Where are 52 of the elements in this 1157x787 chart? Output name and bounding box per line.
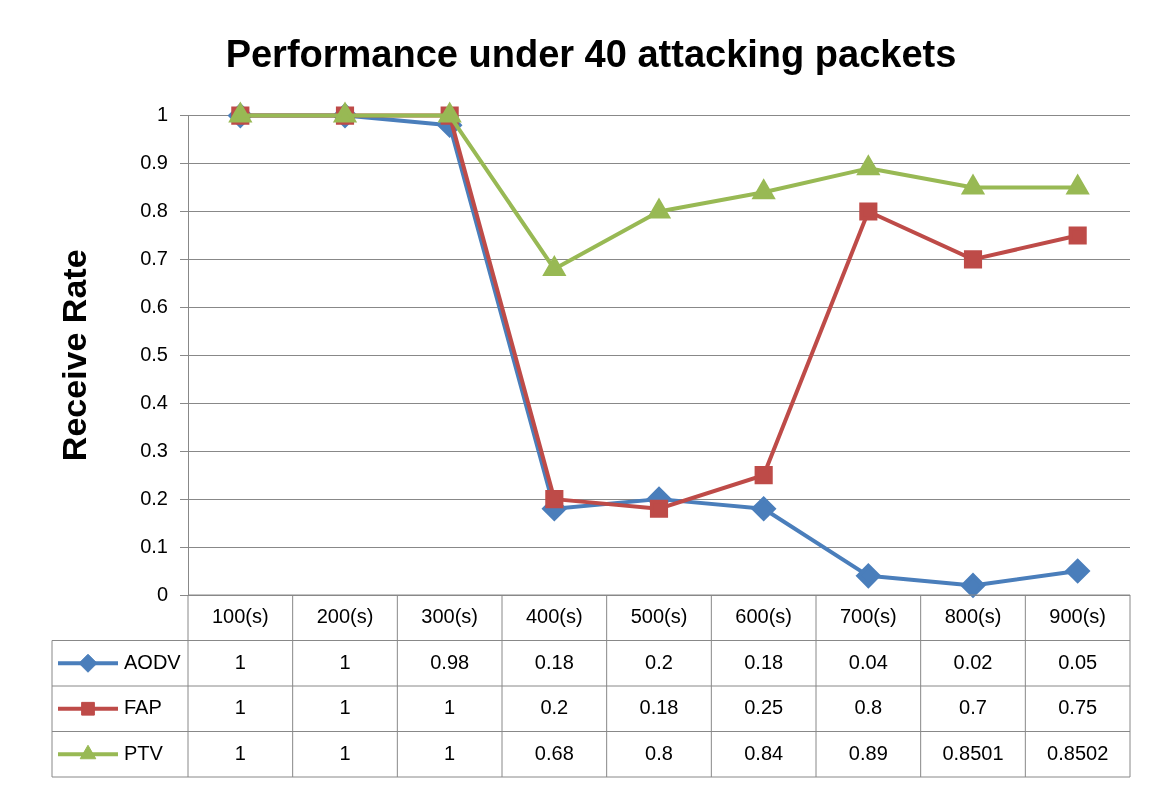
data-label: 0.8502 xyxy=(1047,741,1109,764)
data-label: 0.2 xyxy=(645,650,673,673)
y-tick-label: 1 xyxy=(156,103,168,126)
data-label: 1 xyxy=(444,696,456,719)
data-label: 0.8 xyxy=(645,741,673,764)
data-label: 0.8 xyxy=(854,696,883,719)
data-label: 0.02 xyxy=(953,650,993,673)
data-label: 0.8501 xyxy=(942,741,1004,764)
x-tick-label: 900(s) xyxy=(1049,605,1107,628)
y-tick-label: 0.6 xyxy=(140,294,168,317)
legend-label: PTV xyxy=(124,741,164,764)
y-tick-label: 0.9 xyxy=(140,151,168,174)
data-label: 0.04 xyxy=(848,650,888,673)
data-label: 1 xyxy=(339,741,351,764)
y-tick-label: 0.4 xyxy=(140,390,168,413)
data-label: 0.05 xyxy=(1058,650,1098,673)
y-tick-label: 0.5 xyxy=(140,342,168,365)
data-label: 0.68 xyxy=(534,741,574,764)
y-tick-label: 0.7 xyxy=(140,246,168,269)
x-tick-label: 800(s) xyxy=(944,605,1002,628)
y-tick-label: 0.1 xyxy=(140,534,168,557)
chart-title: Performance under 40 attacking packets xyxy=(225,33,957,76)
x-tick-label: 500(s) xyxy=(630,605,688,628)
data-label: 0.7 xyxy=(959,696,987,719)
x-tick-label: 400(s) xyxy=(525,605,583,628)
legend-label: FAP xyxy=(124,696,162,719)
data-label: 1 xyxy=(234,650,246,673)
data-label: 0.18 xyxy=(639,696,679,719)
data-label: 0.75 xyxy=(1058,696,1098,719)
x-tick-label: 100(s) xyxy=(211,605,269,628)
data-label: 1 xyxy=(339,696,351,719)
legend-label: AODV xyxy=(124,650,182,673)
y-axis-title: Receive Rate xyxy=(54,249,93,462)
data-label: 1 xyxy=(339,650,351,673)
x-tick-label: 700(s) xyxy=(839,605,897,628)
data-label: 0.84 xyxy=(744,741,784,764)
data-label: 0.18 xyxy=(534,650,574,673)
x-tick-label: 600(s) xyxy=(735,605,793,628)
data-label: 0.89 xyxy=(848,741,888,764)
x-tick-label: 300(s) xyxy=(421,605,479,628)
y-tick-label: 0.8 xyxy=(140,199,168,221)
data-label: 1 xyxy=(234,696,246,719)
data-label: 0.2 xyxy=(540,696,569,719)
data-label: 1 xyxy=(444,741,456,764)
data-label: 1 xyxy=(234,741,246,764)
y-tick-label: 0.2 xyxy=(140,486,168,509)
data-label: 0.25 xyxy=(744,696,784,719)
y-tick-label: 0.3 xyxy=(140,438,168,461)
y-tick-label: 0 xyxy=(156,582,168,605)
data-label: 0.98 xyxy=(430,650,470,673)
x-tick-label: 200(s) xyxy=(316,605,374,628)
data-label: 0.18 xyxy=(744,650,784,673)
